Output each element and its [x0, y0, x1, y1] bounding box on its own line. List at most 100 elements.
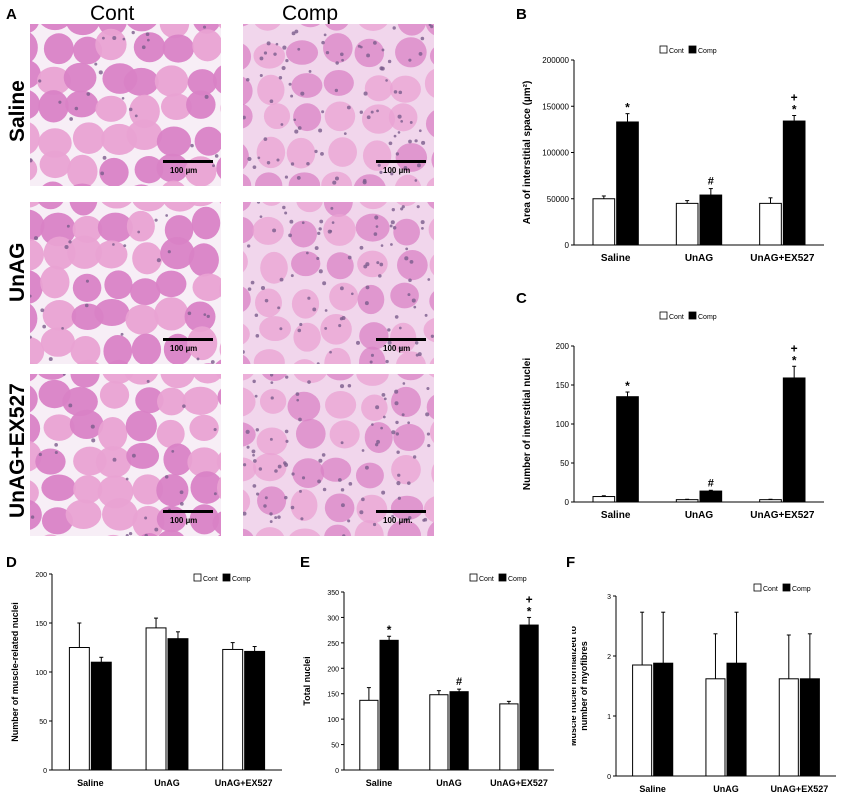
nucleus-dot: [125, 477, 129, 481]
nucleus-dot: [179, 490, 184, 495]
nucleus-dot: [254, 394, 258, 398]
myofibre: [293, 374, 327, 384]
nucleus-dot: [338, 324, 342, 328]
myofibre: [36, 66, 71, 95]
nucleus-dot: [400, 207, 404, 211]
nucleus-dot: [378, 274, 382, 278]
chart-e-total-nuclei: 0 50 100 150 200 250 300 350 Total nuclei * Saline…: [302, 573, 554, 788]
nucleus-dot: [398, 326, 402, 330]
chart-c-interstitial-nuclei: 0 50 100 150 200 Number of interstitial nucle…: [522, 311, 824, 521]
myofibre: [184, 156, 217, 186]
nucleus-dot: [274, 516, 278, 520]
nucleus-dot: [339, 317, 344, 321]
myofibre: [291, 289, 320, 319]
bar-comp-saline: [379, 639, 399, 771]
y-tick-label: 50: [560, 459, 569, 468]
y-tick-label: 0: [565, 241, 570, 250]
nucleus-dot: [74, 106, 79, 111]
nucleus-dot: [256, 492, 260, 496]
nucleus-dot: [167, 250, 171, 254]
myofibre: [43, 33, 74, 65]
myofibre: [388, 103, 418, 132]
nucleus-dot: [276, 158, 280, 162]
panel-letter-c: C: [516, 290, 527, 307]
legend-swatch-cont: [469, 573, 478, 582]
nucleus-dot: [306, 161, 310, 166]
myofibre: [243, 457, 257, 482]
nucleus-dot: [391, 430, 396, 435]
myofibre: [356, 494, 388, 524]
y-tick-label: 3: [607, 594, 611, 601]
scale-bar-label: 100 µm: [383, 166, 411, 175]
nucleus-dot: [245, 429, 250, 434]
nucleus-dot: [339, 286, 344, 291]
myofibre: [353, 174, 386, 186]
nucleus-dot: [387, 340, 392, 345]
myofibre: [243, 323, 250, 345]
nucleus-dot: [146, 379, 150, 383]
y-axis-label: Area of interstitial space (µm²): [522, 81, 533, 225]
myofibre: [396, 202, 416, 207]
nucleus-dot: [373, 232, 378, 236]
myofibre: [129, 94, 160, 129]
nucleus-dot: [269, 520, 273, 523]
x-tick-label: Saline: [366, 778, 393, 788]
nucleus-dot: [321, 40, 325, 45]
myofibre: [390, 495, 424, 521]
myofibre: [243, 76, 253, 106]
myofibre: [95, 28, 127, 61]
y-tick-label: 350: [327, 590, 339, 597]
nucleus-dot: [284, 211, 288, 215]
nucleus-dot: [380, 426, 383, 430]
nucleus-dot: [277, 464, 282, 469]
y-tick-label: 200: [556, 342, 570, 351]
nucleus-dot: [279, 277, 284, 282]
scale-bar: [163, 338, 213, 341]
myofibre: [123, 67, 159, 96]
myofibre: [73, 36, 103, 65]
y-tick-label: 50: [39, 719, 47, 726]
myofibre: [354, 38, 385, 68]
bar-comp-unag: [699, 194, 723, 246]
myofibre: [295, 418, 326, 449]
nucleus-dot: [131, 453, 136, 458]
nucleus-dot: [284, 462, 289, 467]
myofibre: [429, 47, 434, 65]
myofibre: [217, 388, 221, 405]
nucleus-dot: [318, 128, 323, 133]
myofibre: [30, 209, 45, 242]
nucleus-dot: [42, 324, 47, 329]
nucleus-dot: [269, 437, 273, 441]
myofibre: [158, 529, 184, 536]
myofibre: [212, 511, 221, 535]
legend-label-comp: Comp: [792, 586, 811, 593]
nucleus-dot: [266, 41, 271, 46]
myofibre: [30, 270, 43, 304]
nucleus-dot: [348, 481, 353, 486]
nucleus-dot: [68, 240, 72, 244]
nucleus-dot: [295, 392, 300, 396]
myofibre: [30, 122, 40, 154]
myofibre: [393, 218, 420, 246]
nucleus-dot: [397, 114, 402, 119]
nucleus-dot: [164, 475, 169, 479]
nucleus-dot: [298, 417, 302, 422]
nucleus-dot: [389, 224, 393, 228]
nucleus-dot: [277, 515, 281, 519]
nucleus-dot: [427, 443, 431, 448]
nucleus-dot: [393, 90, 398, 94]
nucleus-dot: [338, 478, 342, 482]
myofibre: [190, 471, 221, 504]
nucleus-dot: [190, 143, 194, 148]
myofibre: [394, 174, 422, 186]
tissue-texture: [30, 202, 221, 364]
nucleus-dot: [204, 94, 209, 99]
nucleus-dot: [128, 107, 133, 112]
y-tick-label: 1: [607, 714, 611, 721]
myofibre: [30, 500, 42, 530]
nucleus-dot: [179, 501, 184, 506]
nucleus-dot: [407, 293, 411, 297]
myofibre: [30, 32, 38, 63]
myofibre: [293, 359, 316, 364]
myofibre: [431, 464, 434, 483]
